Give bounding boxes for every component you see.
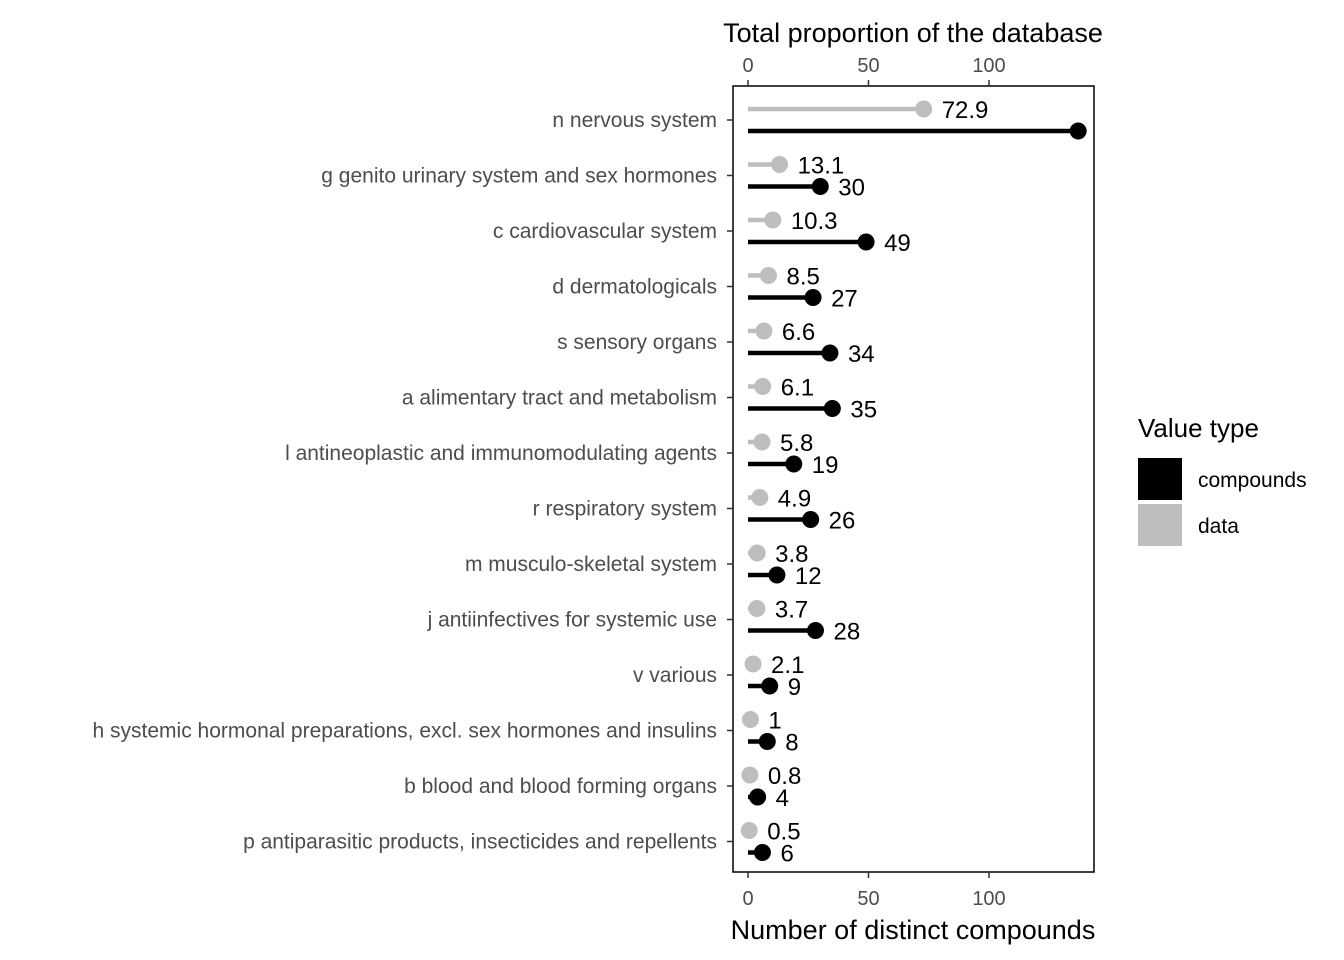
category-label: c cardiovascular system bbox=[493, 220, 717, 243]
category-label: h systemic hormonal preparations, excl. … bbox=[93, 720, 717, 743]
point-compounds bbox=[1069, 122, 1087, 140]
point-data bbox=[741, 711, 759, 728]
point-data bbox=[741, 766, 759, 784]
point-data bbox=[753, 433, 771, 451]
category-label: b blood and blood forming organs bbox=[404, 775, 717, 798]
category-label: r respiratory system bbox=[533, 498, 717, 521]
data-label-compounds: 26 bbox=[829, 508, 856, 535]
data-label-compounds: 19 bbox=[812, 452, 839, 479]
point-data bbox=[748, 544, 766, 562]
data-label-data: 3.7 bbox=[775, 597, 808, 624]
data-label-data: 8.5 bbox=[786, 264, 819, 291]
bottom-tick-label: 0 bbox=[742, 888, 753, 910]
bottom-axis-title: Number of distinct compounds bbox=[731, 915, 1096, 945]
category-axis: n nervous system g genito urinary system … bbox=[93, 109, 733, 854]
point-data bbox=[748, 600, 766, 617]
data-label-compounds: 27 bbox=[831, 286, 858, 313]
bottom-axis: 0 50 100 bbox=[742, 872, 1006, 910]
data-label-compounds: 49 bbox=[884, 230, 911, 257]
point-compounds bbox=[802, 511, 820, 528]
category-label: j antiinfectives for systemic use bbox=[427, 609, 717, 632]
data-marks: 72.913.13010.3498.5276.6346.1355.8194.92… bbox=[740, 97, 1087, 868]
bottom-tick-label: 50 bbox=[857, 888, 879, 910]
data-label-compounds: 9 bbox=[788, 674, 801, 701]
point-compounds bbox=[753, 844, 771, 861]
data-label-compounds: 28 bbox=[833, 619, 860, 646]
point-compounds bbox=[821, 344, 839, 362]
category-label: l antineoplastic and immunomodulating ag… bbox=[285, 442, 717, 465]
point-data bbox=[759, 267, 777, 284]
data-label-compounds: 6 bbox=[780, 841, 793, 868]
top-axis-title: Total proportion of the database bbox=[723, 18, 1103, 48]
point-data bbox=[755, 322, 773, 340]
top-tick-label: 50 bbox=[857, 55, 879, 77]
data-label-data: 13.1 bbox=[798, 153, 845, 180]
data-label-data: 3.8 bbox=[775, 541, 808, 568]
legend-label-data: data bbox=[1198, 515, 1239, 538]
category-label: g genito urinary system and sex hormones bbox=[321, 165, 717, 188]
legend-title: Value type bbox=[1138, 413, 1259, 443]
category-label: m musculo-skeletal system bbox=[465, 553, 717, 576]
data-label-compounds: 35 bbox=[850, 397, 877, 424]
point-compounds bbox=[758, 733, 776, 750]
data-label-data: 5.8 bbox=[780, 430, 813, 457]
top-tick-label: 0 bbox=[742, 55, 753, 77]
category-label: n nervous system bbox=[552, 109, 717, 132]
data-label-compounds: 8 bbox=[785, 730, 798, 757]
point-compounds bbox=[749, 788, 767, 806]
data-label-data: 0.8 bbox=[768, 763, 801, 790]
point-compounds bbox=[811, 178, 829, 195]
point-data bbox=[740, 822, 758, 839]
bottom-tick-label: 100 bbox=[972, 888, 1005, 910]
data-label-data: 72.9 bbox=[942, 97, 989, 124]
point-compounds bbox=[823, 400, 841, 417]
point-compounds bbox=[768, 566, 786, 584]
point-compounds bbox=[785, 455, 803, 473]
legend-swatch-compounds bbox=[1138, 458, 1182, 500]
point-compounds bbox=[857, 233, 875, 251]
data-label-compounds: 30 bbox=[838, 175, 865, 202]
point-data bbox=[744, 655, 762, 673]
legend-label-compounds: compounds bbox=[1198, 469, 1307, 492]
point-compounds bbox=[804, 289, 822, 306]
category-label: s sensory organs bbox=[557, 331, 717, 354]
top-tick-label: 100 bbox=[972, 55, 1005, 77]
data-label-data: 10.3 bbox=[791, 208, 838, 235]
category-label: d dermatologicals bbox=[552, 276, 717, 299]
point-data bbox=[915, 100, 933, 118]
point-data bbox=[751, 489, 769, 506]
data-label-data: 4.9 bbox=[778, 486, 811, 513]
top-axis: 0 50 100 bbox=[742, 55, 1006, 86]
point-compounds bbox=[806, 622, 824, 639]
category-label: p antiparasitic products, insecticides a… bbox=[243, 831, 717, 854]
point-data bbox=[764, 211, 782, 229]
plot-panel bbox=[732, 85, 1095, 873]
data-label-data: 6.6 bbox=[782, 319, 815, 346]
data-label-data: 2.1 bbox=[771, 652, 804, 679]
data-label-compounds: 12 bbox=[795, 563, 822, 590]
data-label-data: 1 bbox=[768, 708, 781, 735]
category-label: v various bbox=[633, 664, 717, 687]
point-data bbox=[754, 378, 772, 395]
category-label: a alimentary tract and metabolism bbox=[402, 387, 717, 410]
legend-swatch-data bbox=[1138, 504, 1182, 546]
legend: Value type compounds data bbox=[1138, 413, 1307, 546]
data-label-compounds: 34 bbox=[848, 341, 875, 368]
data-label-data: 6.1 bbox=[781, 375, 814, 402]
data-label-data: 0.5 bbox=[767, 819, 800, 846]
point-compounds bbox=[761, 677, 779, 695]
data-label-compounds: 4 bbox=[776, 785, 789, 812]
point-data bbox=[771, 156, 789, 173]
legend-items: compounds data bbox=[1138, 458, 1307, 546]
